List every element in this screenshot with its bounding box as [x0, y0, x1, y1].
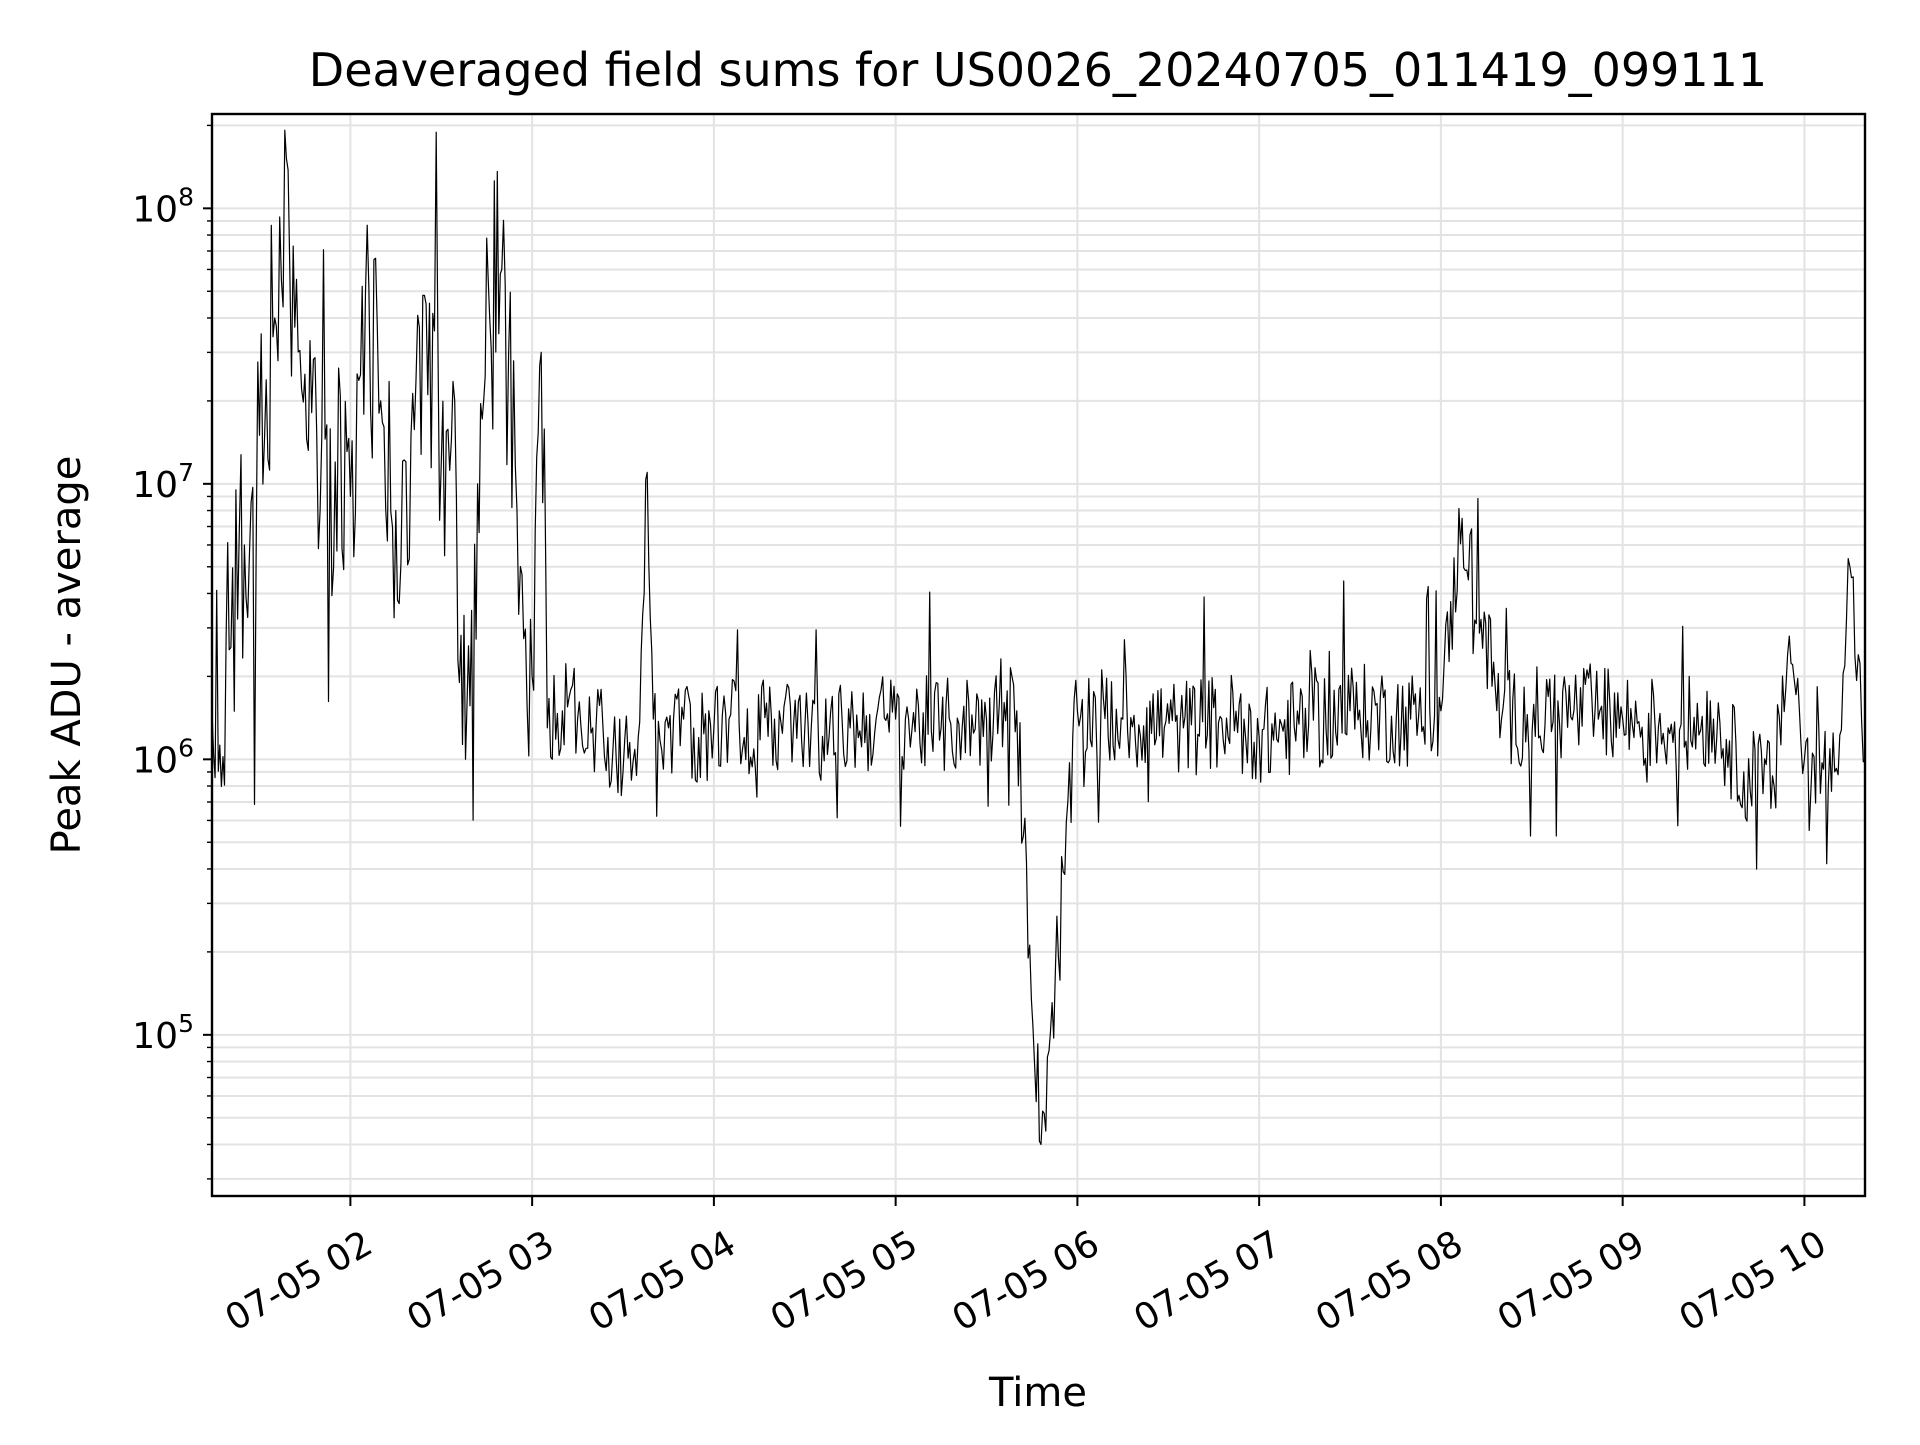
- y-tick-label: 107: [132, 458, 194, 506]
- x-tick-label: 07-05 10: [1673, 1223, 1834, 1339]
- y-tick-label: 108: [132, 182, 194, 230]
- y-tick-label: 105: [132, 1009, 194, 1057]
- grid-layer: [212, 114, 1865, 1196]
- x-tick-label: 07-05 04: [582, 1223, 743, 1339]
- y-tick-label: 106: [132, 733, 194, 781]
- plot-area-frame: [210, 112, 1867, 1198]
- x-tick-label: 07-05 02: [219, 1223, 380, 1339]
- series-layer: [211, 129, 1866, 1146]
- x-axis-label: Time: [988, 1370, 1087, 1416]
- x-tick-label: 07-05 09: [1491, 1223, 1652, 1339]
- x-tick-label: 07-05 05: [764, 1223, 925, 1339]
- chart-title: Deaveraged field sums for US0026_2024070…: [309, 43, 1767, 97]
- x-tick-label: 07-05 07: [1127, 1223, 1288, 1339]
- data-series-line: [211, 129, 1866, 1146]
- x-tick-label: 07-05 08: [1309, 1223, 1470, 1339]
- x-tick-label: 07-05 03: [400, 1223, 561, 1339]
- y-axis-label: Peak ADU - average: [44, 456, 90, 855]
- x-tick-label: 07-05 06: [946, 1223, 1107, 1339]
